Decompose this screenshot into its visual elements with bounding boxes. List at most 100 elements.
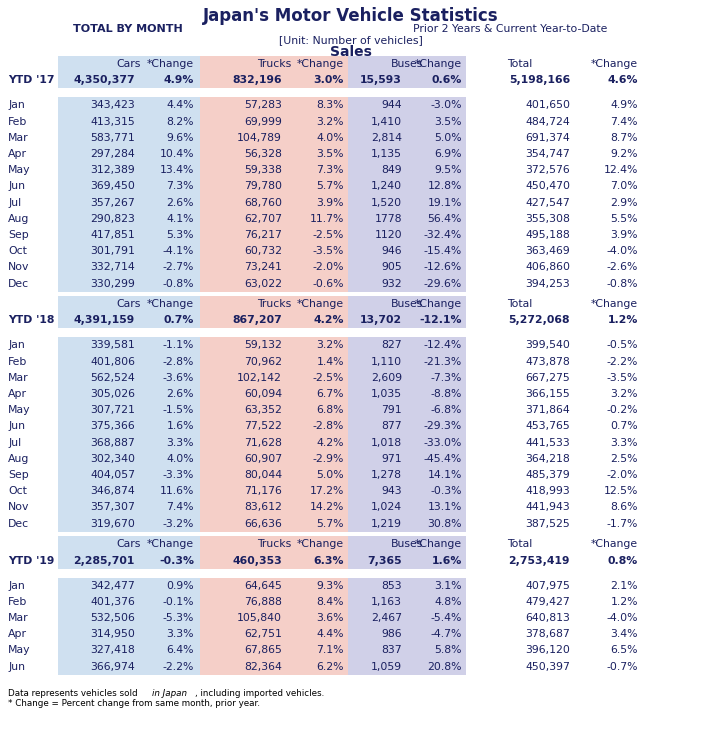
- Bar: [58, 402, 200, 418]
- Text: 460,353: 460,353: [232, 556, 282, 565]
- Text: Jan: Jan: [8, 580, 25, 591]
- Text: 339,581: 339,581: [90, 341, 135, 350]
- Bar: [348, 553, 466, 568]
- Bar: [348, 467, 466, 483]
- Text: 4.0%: 4.0%: [167, 454, 194, 464]
- Text: 453,765: 453,765: [525, 421, 570, 432]
- Text: 1,024: 1,024: [371, 503, 402, 512]
- Text: -4.7%: -4.7%: [431, 629, 462, 639]
- Bar: [348, 450, 466, 467]
- Text: Total: Total: [508, 59, 533, 69]
- Text: Mar: Mar: [8, 133, 29, 143]
- Bar: [200, 259, 348, 276]
- Text: Buses: Buses: [391, 539, 423, 549]
- Text: -5.4%: -5.4%: [431, 613, 462, 623]
- Text: 837: 837: [381, 645, 402, 655]
- Text: -0.5%: -0.5%: [607, 341, 638, 350]
- Text: -2.8%: -2.8%: [313, 421, 344, 432]
- Text: 6.2%: 6.2%: [316, 662, 344, 672]
- Bar: [58, 211, 200, 227]
- Text: 6.3%: 6.3%: [314, 556, 344, 565]
- Text: 7.0%: 7.0%: [610, 182, 638, 191]
- Text: 1120: 1120: [375, 230, 402, 240]
- Text: 366,974: 366,974: [90, 662, 135, 672]
- Bar: [348, 402, 466, 418]
- Text: 357,267: 357,267: [90, 197, 135, 208]
- Text: -2.9%: -2.9%: [313, 454, 344, 464]
- Text: 5.7%: 5.7%: [316, 182, 344, 191]
- Bar: [58, 659, 200, 675]
- Text: 441,533: 441,533: [525, 438, 570, 447]
- Text: 3.3%: 3.3%: [167, 438, 194, 447]
- Text: 3.1%: 3.1%: [434, 580, 462, 591]
- Text: Mar: Mar: [8, 613, 29, 623]
- Text: 387,525: 387,525: [525, 518, 570, 529]
- Bar: [58, 72, 200, 88]
- Text: TOTAL BY MONTH: TOTAL BY MONTH: [73, 24, 183, 34]
- Bar: [348, 594, 466, 610]
- Text: -0.8%: -0.8%: [607, 279, 638, 288]
- Text: -7.3%: -7.3%: [431, 373, 462, 383]
- Bar: [200, 500, 348, 515]
- Text: Jul: Jul: [8, 438, 21, 447]
- Bar: [58, 642, 200, 659]
- Text: Prior 2 Years & Current Year-to-Date: Prior 2 Years & Current Year-to-Date: [413, 24, 607, 34]
- Bar: [58, 194, 200, 211]
- Bar: [200, 435, 348, 450]
- Bar: [348, 353, 466, 370]
- Text: -0.1%: -0.1%: [162, 597, 194, 607]
- Bar: [58, 594, 200, 610]
- Text: Buses: Buses: [391, 299, 423, 309]
- Text: 7.3%: 7.3%: [167, 182, 194, 191]
- Text: 5.5%: 5.5%: [610, 214, 638, 223]
- Bar: [58, 515, 200, 532]
- Text: 2.6%: 2.6%: [167, 197, 194, 208]
- Text: Jun: Jun: [8, 182, 25, 191]
- Text: 6.9%: 6.9%: [434, 149, 462, 159]
- Text: Japan's Motor Vehicle Statistics: Japan's Motor Vehicle Statistics: [203, 7, 499, 25]
- Bar: [58, 483, 200, 500]
- Bar: [348, 536, 466, 553]
- Text: Oct: Oct: [8, 246, 27, 256]
- Bar: [58, 500, 200, 515]
- Bar: [200, 386, 348, 402]
- Text: 363,469: 363,469: [525, 246, 570, 256]
- Text: 59,338: 59,338: [244, 165, 282, 175]
- Bar: [200, 227, 348, 243]
- Bar: [200, 276, 348, 291]
- Text: 932: 932: [381, 279, 402, 288]
- Text: 562,524: 562,524: [90, 373, 135, 383]
- Text: 8.3%: 8.3%: [316, 100, 344, 111]
- Text: 3.2%: 3.2%: [316, 117, 344, 126]
- Bar: [200, 610, 348, 626]
- Bar: [58, 56, 200, 72]
- Text: Mar: Mar: [8, 373, 29, 383]
- Text: 401,376: 401,376: [90, 597, 135, 607]
- Text: 105,840: 105,840: [237, 613, 282, 623]
- Text: -2.2%: -2.2%: [162, 662, 194, 672]
- Bar: [58, 467, 200, 483]
- Text: 2,467: 2,467: [371, 613, 402, 623]
- Text: *Change: *Change: [415, 299, 462, 309]
- Text: 5,198,166: 5,198,166: [509, 75, 570, 85]
- Text: 1.6%: 1.6%: [432, 556, 462, 565]
- Text: 302,340: 302,340: [90, 454, 135, 464]
- Bar: [348, 370, 466, 386]
- Bar: [348, 114, 466, 130]
- Text: 1.2%: 1.2%: [610, 597, 638, 607]
- Text: 986: 986: [381, 629, 402, 639]
- Text: 3.9%: 3.9%: [610, 230, 638, 240]
- Text: 473,878: 473,878: [525, 356, 570, 367]
- Text: Feb: Feb: [8, 117, 27, 126]
- Text: 76,217: 76,217: [244, 230, 282, 240]
- Bar: [348, 338, 466, 353]
- Text: YTD '18: YTD '18: [8, 315, 54, 326]
- Bar: [200, 626, 348, 642]
- Text: Cars: Cars: [117, 59, 141, 69]
- Text: 330,299: 330,299: [90, 279, 135, 288]
- Text: 640,813: 640,813: [525, 613, 570, 623]
- Text: 495,188: 495,188: [525, 230, 570, 240]
- Text: 583,771: 583,771: [90, 133, 135, 143]
- Text: 0.8%: 0.8%: [608, 556, 638, 565]
- Text: 8.2%: 8.2%: [167, 117, 194, 126]
